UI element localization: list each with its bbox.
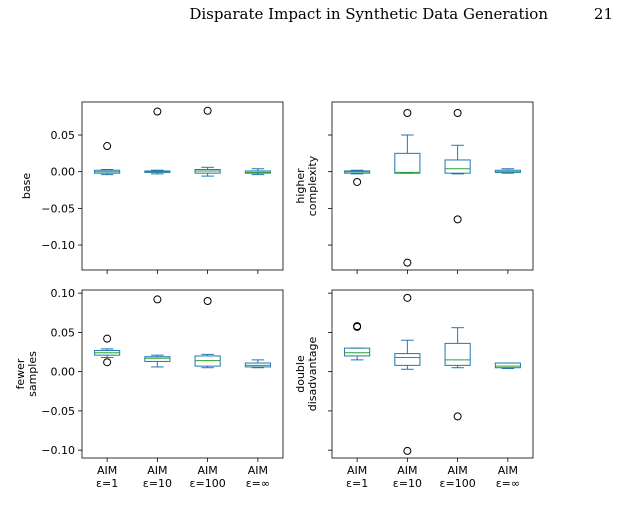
flier [453,215,462,224]
x-tick-label: AIM [147,464,167,477]
y-tick-label: 0.05 [51,326,76,339]
flier [353,322,362,331]
x-tick-label: AIM [447,464,467,477]
x-tick-label: ε=10 [393,477,422,490]
page-number: 21 [594,5,613,23]
flier [153,107,162,116]
flier [103,142,112,151]
box [344,347,371,357]
plot-frame [81,289,284,459]
box [144,356,171,362]
y-axis-label: disadvantage [306,337,319,412]
flier [153,295,162,304]
plot-frame [331,101,534,271]
running-head: Disparate Impact in Synthetic Data Gener… [189,5,548,23]
y-tick-label: 0.10 [51,287,76,300]
y-axis-label: double [294,355,307,393]
flier [203,106,212,115]
x-tick-label: ε=1 [96,477,118,490]
plot-frame [331,289,534,459]
x-tick-label: AIM [498,464,518,477]
x-tick-label: ε=10 [143,477,172,490]
y-tick-label: 0.05 [51,129,76,142]
flier [403,109,412,118]
y-tick-label: 0.00 [51,166,76,179]
box [444,342,471,366]
flier [203,296,212,305]
y-axis-label: complexity [306,155,319,216]
flier [403,258,412,267]
x-tick-label: AIM [347,464,367,477]
y-axis-label: base [20,173,33,199]
box [444,159,471,174]
x-tick-label: AIM [248,464,268,477]
flier [403,446,412,455]
x-tick-label: ε=100 [440,477,476,490]
flier [453,412,462,421]
flier [103,334,112,343]
y-tick-label: −0.10 [41,239,75,252]
flier [103,358,112,367]
box [394,152,421,174]
y-axis-label: higher [294,168,307,204]
x-tick-label: ε=100 [190,477,226,490]
box [394,353,421,366]
x-tick-label: ε=∞ [496,477,520,490]
y-tick-label: 0.00 [51,366,76,379]
x-tick-label: AIM [97,464,117,477]
box [494,362,521,369]
y-axis-label: fewer [14,358,27,389]
x-tick-label: ε=∞ [246,477,270,490]
flier [403,293,412,302]
y-tick-label: −0.05 [41,202,75,215]
flier [353,177,362,186]
y-tick-label: −0.10 [41,444,75,457]
x-tick-label: AIM [197,464,217,477]
y-tick-label: −0.05 [41,405,75,418]
plot-frame [81,101,284,271]
y-axis-label: samples [26,351,39,397]
x-tick-label: AIM [397,464,417,477]
x-tick-label: ε=1 [346,477,368,490]
flier [453,109,462,118]
